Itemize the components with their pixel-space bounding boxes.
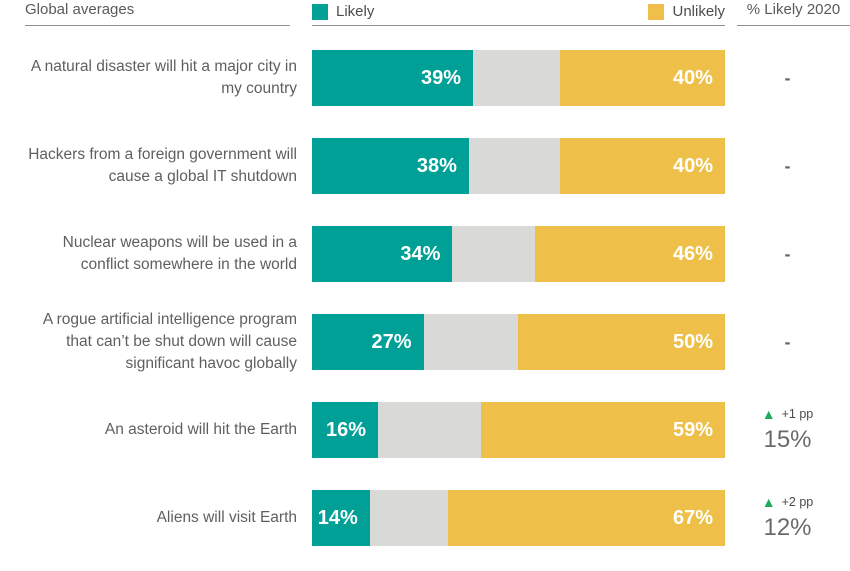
unlikely-segment: 50% — [518, 314, 725, 370]
likely-2020-cell: - — [725, 68, 850, 89]
stacked-bar: 39% 40% — [312, 50, 725, 106]
likely-swatch-icon — [312, 3, 328, 20]
change-pp-label: +1 pp — [781, 406, 814, 421]
header-left-cell: Global averages — [0, 1, 312, 26]
no-data-dash: - — [784, 155, 791, 176]
neutral-segment — [378, 402, 482, 458]
unlikely-value: 46% — [672, 242, 713, 265]
no-data-dash: - — [784, 331, 791, 352]
likely-2020-cell: - — [725, 244, 850, 265]
category-label: Hackers from a foreign government will c… — [28, 146, 297, 185]
chart-row: A rogue artificial intelligence program … — [0, 298, 850, 386]
change-indicator: ▲ +1 pp — [725, 407, 850, 421]
stacked-bar: 27% 50% — [312, 314, 725, 370]
header-right-cell: % Likely 2020 — [725, 1, 850, 26]
chart-rows: A natural disaster will hit a major city… — [0, 34, 850, 562]
unlikely-segment: 46% — [535, 226, 725, 282]
unlikely-value: 40% — [672, 66, 713, 89]
unlikely-value: 59% — [672, 418, 713, 441]
no-data-dash: - — [784, 243, 791, 264]
likely-2020-value: 15% — [763, 425, 812, 453]
neutral-segment — [369, 490, 449, 546]
unlikely-segment: 40% — [559, 138, 725, 194]
likely-value: 38% — [416, 154, 457, 177]
likely-2020-value: 12% — [763, 513, 812, 541]
legend-likely-label: Likely — [336, 3, 375, 20]
likely-segment: 16% — [312, 402, 379, 458]
chart-row: A natural disaster will hit a major city… — [0, 34, 850, 122]
likely-2020-cell: - — [725, 156, 850, 177]
legend-unlikely-label: Unlikely — [672, 3, 725, 20]
neutral-segment — [468, 138, 560, 194]
chart-row: Nuclear weapons will be used in a confli… — [0, 210, 850, 298]
stacked-bar: 14% 67% — [312, 490, 725, 546]
category-label: Aliens will visit Earth — [156, 509, 297, 526]
likely-value: 14% — [317, 506, 358, 529]
neutral-segment — [423, 314, 519, 370]
legend-item-unlikely: Unlikely — [648, 3, 725, 20]
change-indicator: ▲ +2 pp — [725, 495, 850, 509]
up-triangle-icon: ▲ — [761, 493, 776, 510]
likely-2020-cell: ▲ +2 pp 12% — [725, 495, 850, 542]
category-label: A natural disaster will hit a major city… — [30, 58, 297, 97]
stacked-bar: 16% 59% — [312, 402, 725, 458]
unlikely-swatch-icon — [648, 3, 665, 20]
unlikely-segment: 40% — [559, 50, 725, 106]
legend: Likely Unlikely — [312, 3, 725, 26]
likely-segment: 14% — [312, 490, 370, 546]
likely-value: 39% — [421, 66, 462, 89]
percent-likely-2020-label: % Likely 2020 — [737, 1, 850, 26]
unlikely-value: 67% — [672, 506, 713, 529]
category-label: Nuclear weapons will be used in a confli… — [62, 234, 297, 273]
no-data-dash: - — [784, 67, 791, 88]
unlikely-value: 40% — [672, 154, 713, 177]
category-label: A rogue artificial intelligence program … — [42, 311, 297, 372]
unlikely-segment: 67% — [448, 490, 725, 546]
neutral-segment — [473, 50, 560, 106]
neutral-segment — [452, 226, 535, 282]
likely-segment: 27% — [312, 314, 424, 370]
global-averages-label: Global averages — [25, 1, 290, 26]
chart-row: Hackers from a foreign government will c… — [0, 122, 850, 210]
likely-2020-cell: ▲ +1 pp 15% — [725, 407, 850, 454]
chart-row: Aliens will visit Earth 14% 67% ▲ +2 pp … — [0, 474, 850, 562]
chart-row: An asteroid will hit the Earth 16% 59% ▲… — [0, 386, 850, 474]
likely-value: 16% — [326, 418, 367, 441]
likely-2020-cell: - — [725, 332, 850, 353]
stacked-bar: 38% 40% — [312, 138, 725, 194]
chart-header: Global averages Likely Unlikely % Likely… — [0, 0, 850, 26]
likely-value: 27% — [371, 330, 412, 353]
likely-segment: 34% — [312, 226, 453, 282]
stacked-bar: 34% 46% — [312, 226, 725, 282]
likely-segment: 39% — [312, 50, 474, 106]
likely-segment: 38% — [312, 138, 469, 194]
likely-value: 34% — [400, 242, 441, 265]
unlikely-segment: 59% — [481, 402, 725, 458]
category-label: An asteroid will hit the Earth — [104, 421, 297, 438]
up-triangle-icon: ▲ — [761, 405, 776, 422]
unlikely-value: 50% — [672, 330, 713, 353]
legend-item-likely: Likely — [312, 3, 374, 20]
change-pp-label: +2 pp — [781, 494, 814, 509]
